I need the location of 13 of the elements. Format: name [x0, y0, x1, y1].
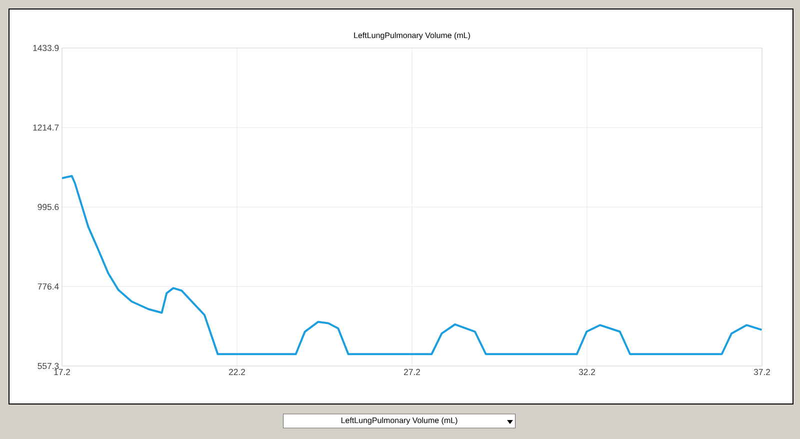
x-tick-label: 37.2: [754, 368, 770, 376]
line-series: [62, 175, 762, 356]
text: LeftLungPulmonary Volume (mL): [341, 417, 458, 425]
x-tick-label: 32.2: [578, 368, 595, 376]
x-tick-label: 17.2: [54, 368, 70, 375]
y-tick-label: 557.3: [38, 362, 59, 370]
y-tick-label: 1433.9: [33, 44, 59, 52]
y-tick-label: 995.6: [38, 204, 59, 210]
y-tick-label: 776.4: [38, 283, 59, 290]
y-tick-label: 1214.7: [33, 124, 59, 131]
x-tick-label: 22.2: [229, 368, 245, 375]
chart-title: LeftLungPulmonary Volume (mL): [354, 32, 470, 40]
x-tick-label: 27.2: [404, 368, 420, 375]
